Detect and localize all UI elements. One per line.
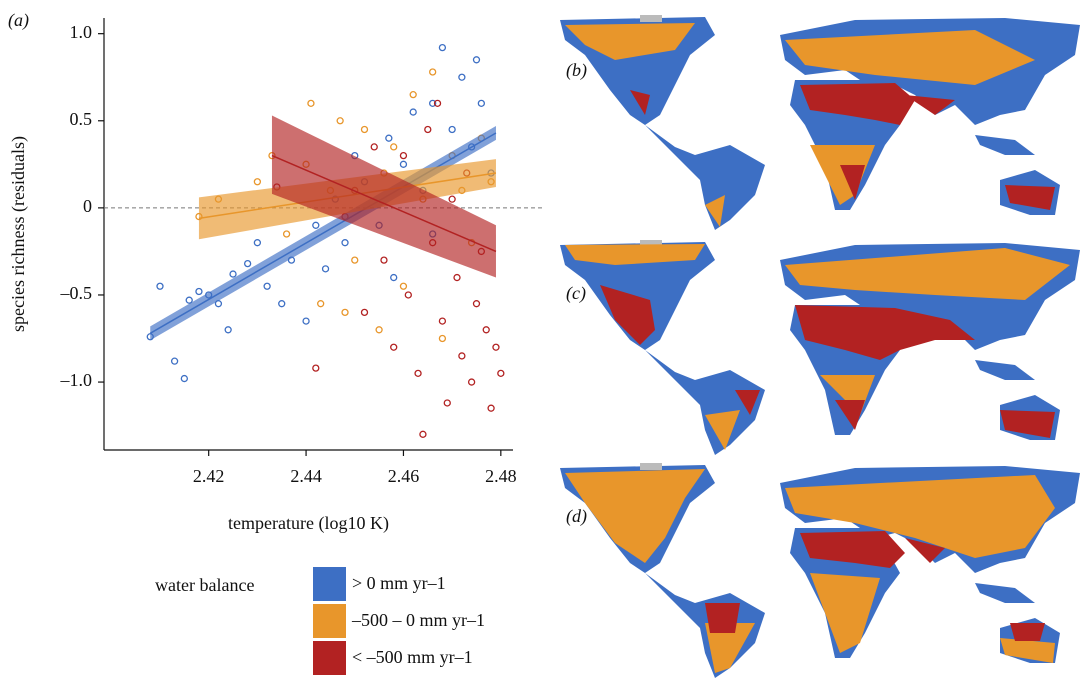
map-d [560,463,1080,678]
point [224,326,232,334]
point [341,239,349,247]
fit-band [271,115,496,278]
point [497,369,505,378]
point [336,117,344,125]
point [487,404,495,412]
point [404,291,412,299]
point [429,68,437,76]
point [399,282,408,290]
point [414,369,422,378]
point [424,125,432,134]
point [351,256,359,264]
x-tick-label: 2.46 [388,466,420,486]
legend-swatch [313,641,346,675]
point [360,125,369,134]
legend-label: < –500 mm yr–1 [352,647,473,667]
point [458,73,466,81]
fit-line [149,132,497,334]
point [170,357,179,365]
point [243,259,252,268]
point [156,282,164,290]
point [375,326,383,334]
y-tick-label: 0.5 [70,109,93,129]
legend-label: > 0 mm yr–1 [352,573,446,593]
map-label: (b) [566,60,587,81]
point [438,43,447,52]
point [263,282,271,290]
point [492,343,500,351]
point [390,273,398,282]
point [443,399,451,407]
point [433,99,442,108]
x-axis-label: temperature (log10 K) [228,513,389,534]
point [185,296,193,304]
map-label: (d) [566,506,587,527]
point [472,56,481,64]
point [253,239,262,247]
point [467,378,476,386]
x-tick-label: 2.48 [485,466,517,486]
point [380,256,388,264]
y-tick-label: 0 [83,196,92,216]
point [409,90,417,99]
point [312,221,320,229]
point [341,308,349,317]
point [448,195,456,203]
point [385,134,393,142]
point [390,143,398,151]
legend-label: –500 – 0 mm yr–1 [351,610,485,630]
point [317,300,325,308]
point [438,317,447,325]
point [409,108,417,116]
legend-title: water balance [155,575,254,595]
y-tick-label: –0.5 [60,283,93,303]
point [482,326,490,334]
point [448,125,456,134]
x-tick-label: 2.42 [193,466,225,486]
point [438,334,447,343]
y-axis-label: species richness (residuals) [8,136,29,332]
legend-swatch [313,604,346,638]
map-b [560,15,1080,230]
point [390,343,398,351]
point [253,178,262,186]
x-tick-label: 2.44 [290,466,322,486]
point [477,99,486,108]
y-tick-label: 1.0 [70,22,93,42]
point [360,308,369,317]
point [312,364,320,372]
point [321,265,330,273]
map-label: (c) [566,283,586,304]
panel-label: (a) [8,10,29,31]
point [472,300,481,308]
point [229,270,237,278]
point [302,317,310,325]
fit-line [271,154,497,253]
point [453,273,461,282]
point [419,430,427,438]
point [307,99,315,108]
point [399,151,408,160]
point [180,374,188,383]
point [282,230,291,238]
point [429,99,437,108]
point [195,287,203,296]
point [370,143,378,151]
point [458,352,466,360]
legend-swatch [313,567,346,601]
map-c [560,240,1080,455]
point [399,160,408,168]
y-tick-label: –1.0 [60,370,93,390]
point [278,300,286,308]
